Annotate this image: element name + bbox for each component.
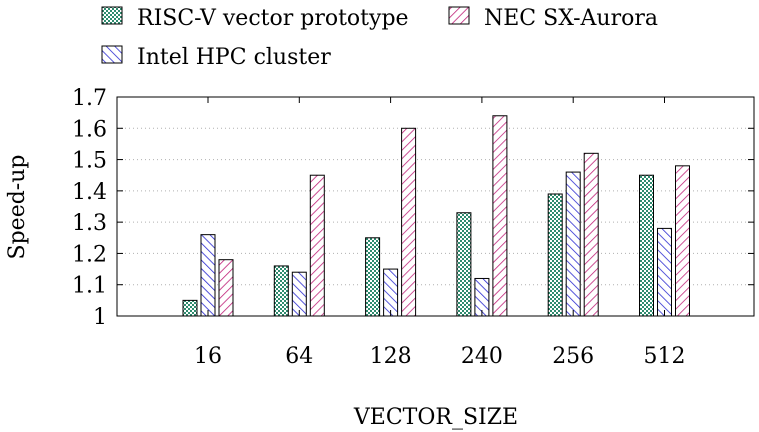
x-tick-label: 16 [194, 344, 222, 369]
legend-item-nec: NEC SX-Aurora [448, 6, 658, 31]
legend-label-risc-v: RISC-V vector prototype [137, 6, 409, 31]
bar-risc-v-vector-prototype-16 [182, 299, 198, 317]
legend: RISC-V vector prototype NEC SX-Aurora In… [101, 6, 658, 70]
legend-item-intel: Intel HPC cluster [101, 45, 331, 70]
y-tick-label: 1.5 [72, 149, 107, 174]
bar-risc-v-vector-prototype-64 [273, 265, 289, 317]
y-tick-label: 1.6 [72, 117, 107, 142]
legend-swatch-risc-v [101, 6, 123, 25]
bar-intel-hpc-cluster-16 [200, 234, 216, 317]
y-tick-label: 1.1 [72, 274, 107, 299]
x-tick-label: 512 [644, 344, 686, 369]
bar-nec-sx-aurora-16 [218, 259, 234, 317]
bars [182, 115, 690, 317]
bar-intel-hpc-cluster-64 [291, 271, 307, 317]
legend-item-risc-v: RISC-V vector prototype [101, 6, 409, 31]
x-axis-ticks: 16 64 128 240 256 512 [194, 97, 686, 369]
bar-nec-sx-aurora-128 [401, 127, 417, 317]
bar-nec-sx-aurora-512 [675, 165, 690, 317]
y-axis-ticks: 1 1.1 1.2 1.3 1.4 1.5 1.6 1.7 [72, 86, 754, 330]
bar-intel-hpc-cluster-256 [565, 171, 581, 317]
plot-frame [116, 96, 755, 317]
bar-risc-v-vector-prototype-240 [456, 212, 472, 317]
y-tick-label: 1.4 [72, 180, 107, 205]
y-tick-label: 1.7 [72, 86, 107, 111]
bar-intel-hpc-cluster-128 [383, 268, 399, 317]
bar-nec-sx-aurora-240 [492, 115, 508, 317]
y-axis-label: Speed-up [5, 155, 30, 260]
bar-risc-v-vector-prototype-512 [639, 174, 654, 317]
y-tick-label: 1.3 [72, 211, 107, 236]
x-axis-label: VECTOR_SIZE [353, 405, 518, 430]
bar-risc-v-vector-prototype-256 [547, 193, 563, 317]
legend-swatch-intel [101, 45, 123, 64]
x-tick-label: 256 [552, 344, 594, 369]
x-tick-label: 64 [285, 344, 313, 369]
bar-risc-v-vector-prototype-128 [365, 237, 381, 317]
y-tick-label: 1 [93, 305, 107, 330]
bar-nec-sx-aurora-64 [309, 174, 325, 317]
y-tick-label: 1.2 [72, 242, 107, 267]
legend-swatch-nec [448, 6, 470, 25]
bar-intel-hpc-cluster-512 [657, 227, 672, 317]
x-tick-label: 128 [370, 344, 412, 369]
legend-label-intel: Intel HPC cluster [137, 45, 331, 70]
legend-label-nec: NEC SX-Aurora [484, 6, 658, 31]
bar-nec-sx-aurora-256 [583, 152, 599, 317]
x-tick-label: 240 [461, 344, 503, 369]
